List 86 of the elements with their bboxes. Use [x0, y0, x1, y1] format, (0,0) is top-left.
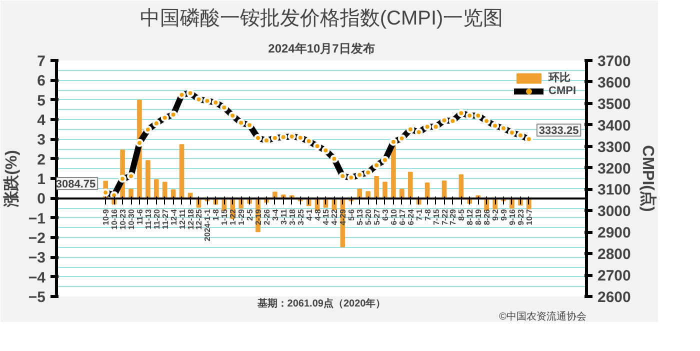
x-tick-label: 9-23 — [516, 208, 526, 226]
x-tick-label: 12-4 — [169, 208, 178, 226]
y-tick-label: 2 — [37, 151, 46, 168]
x-tick-label: 4-22 — [330, 208, 340, 226]
text: ©中国农资流通协会 — [499, 310, 587, 322]
x-tick-label: 9-9 — [500, 208, 509, 221]
y2-tick-label: 3200 — [598, 160, 631, 178]
y2-tick-label: 3600 — [598, 74, 631, 92]
x-tick-label: 5-13 — [356, 208, 365, 226]
x-tick-label: 5-20 — [364, 208, 374, 226]
x-tick-label: 4-15 — [322, 208, 331, 226]
y-tick-label: −4 — [28, 269, 46, 286]
x-tick-label: 2-5 — [246, 208, 255, 221]
x-tick-label: 7-1 — [414, 208, 424, 221]
x-tick-label: 10-9 — [102, 208, 111, 226]
y-tick-label: 0 — [37, 190, 46, 208]
y-tick-label: 5 — [37, 92, 46, 110]
x-tick-label: 6-24 — [406, 208, 416, 226]
x-tick-label: 1-8 — [212, 208, 221, 221]
x-tick-label: 8-12 — [466, 208, 475, 226]
x-tick-label: 1-15 — [220, 208, 230, 226]
x-tick-label: 1-22 — [228, 208, 238, 226]
y-axis-title: 涨跌(%) — [2, 150, 20, 208]
x-tick-label: 3-18 — [288, 208, 297, 226]
y-tick-label: 6 — [37, 72, 46, 90]
y-tick-label: 7 — [37, 53, 46, 70]
x-tick-label: 7-15 — [432, 208, 441, 226]
x-tick-label: 12-25 — [194, 208, 204, 230]
y2-tick-label: 2700 — [598, 268, 631, 285]
y-tick-label: 4 — [37, 112, 46, 129]
y-tick-label: −2 — [28, 230, 46, 247]
y-tick-label: −1 — [28, 210, 46, 228]
y2-tick-label: 3700 — [598, 53, 631, 70]
x-tick-label: 10-16 — [110, 208, 120, 230]
x-tick-label: 4-1 — [304, 208, 314, 221]
y2-tick-label: 2800 — [598, 246, 631, 264]
y-tick-label: 3 — [37, 132, 46, 149]
y2-tick-label: 3100 — [598, 182, 631, 199]
x-tick-label: 9-2 — [491, 208, 500, 221]
y2-tick-label: 2900 — [598, 224, 631, 242]
x-tick-label: 4-29 — [338, 208, 348, 226]
x-tick-label: 4-8 — [313, 208, 322, 221]
x-tick-label: 6-3 — [381, 208, 390, 221]
x-tick-label: 8-5 — [457, 208, 466, 221]
x-tick-label: 9-16 — [508, 208, 517, 226]
y2-tick-label: 3500 — [598, 96, 631, 113]
x-tick-label: 8-26 — [482, 208, 492, 226]
x-tick-label: 5-27 — [372, 208, 382, 226]
chart-subtitle: 2024年10月7日发布 — [268, 42, 375, 56]
x-tick-label: 8-19 — [474, 208, 484, 226]
x-tick-label: 10-30 — [127, 208, 136, 230]
x-tick-label: 1-29 — [237, 208, 246, 226]
y2-tick-label: 3000 — [598, 203, 631, 220]
x-tick-label: 11-20 — [152, 208, 162, 230]
y-tick-label: −3 — [28, 250, 46, 267]
x-tick-label: 3-11 — [279, 208, 288, 225]
x-tick-label: 6-17 — [398, 208, 407, 226]
y2-tick-label: 3300 — [598, 138, 631, 156]
data-label: 3333.25 — [538, 125, 579, 138]
chart-title: 中国磷酸一铵批发价格指数(CMPI)一览图 — [140, 8, 504, 30]
x-tick-label: 11-13 — [144, 208, 153, 230]
data-label: 3084.75 — [56, 178, 96, 190]
x-tick-label: 11-27 — [160, 208, 170, 230]
x-tick-label: 12-18 — [186, 208, 196, 230]
y-tick-label: 1 — [37, 171, 46, 188]
x-tick-label: 12-11 — [178, 208, 187, 230]
x-tick-label: 11-6 — [135, 208, 144, 225]
x-tick-label: 2-26 — [262, 208, 272, 226]
x-tick-label: 10-23 — [118, 208, 128, 230]
text: 基期：2061.09点（2020年） — [256, 298, 386, 310]
y2-tick-label: 2600 — [598, 289, 631, 306]
x-tick-label: 3-4 — [270, 208, 280, 221]
x-tick-label: 2024-1-1 — [203, 208, 212, 242]
y2-axis-title: CMPI(点) — [638, 145, 657, 212]
y2-tick-label: 3400 — [598, 117, 631, 134]
legend-label: 环比 — [548, 70, 570, 85]
x-tick-label: 3-25 — [296, 208, 306, 226]
x-tick-label: 10-7 — [524, 208, 534, 226]
legend-label: CMPI — [548, 85, 576, 97]
x-tick-label: 2-19 — [254, 208, 263, 226]
x-tick-label: 7-29 — [448, 208, 458, 226]
x-tick-label: 5-6 — [347, 208, 356, 221]
x-tick-label: 7-8 — [423, 208, 432, 221]
x-tick-label: 7-22 — [440, 208, 450, 226]
y-tick-label: −5 — [28, 289, 46, 306]
x-tick-label: 6-10 — [389, 208, 398, 226]
